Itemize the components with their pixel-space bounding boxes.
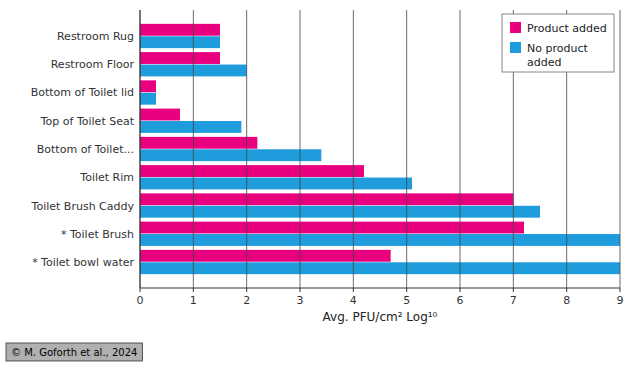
x-tick bbox=[566, 288, 567, 292]
grid-line bbox=[193, 10, 194, 288]
x-axis bbox=[140, 288, 620, 289]
legend-label-line: added bbox=[527, 56, 561, 69]
footnote: © M. Goforth et al., 2024 bbox=[6, 343, 142, 361]
grid-line bbox=[460, 10, 461, 288]
bar bbox=[140, 24, 220, 36]
bar bbox=[140, 178, 412, 190]
x-tick-label: 1 bbox=[190, 294, 197, 307]
x-tick bbox=[140, 288, 141, 292]
footnote-box bbox=[6, 343, 142, 361]
x-tick-label: 5 bbox=[403, 294, 410, 307]
bar bbox=[140, 52, 220, 64]
y-tick-label: Restroom Floor bbox=[51, 58, 135, 71]
x-tick-label: 2 bbox=[243, 294, 250, 307]
y-tick-label: Bottom of Toilet... bbox=[37, 143, 134, 156]
bar bbox=[140, 137, 257, 149]
grid bbox=[140, 10, 620, 288]
x-tick bbox=[193, 288, 194, 292]
legend-label: No productadded bbox=[527, 42, 588, 69]
y-tick-label: Restroom Rug bbox=[57, 30, 134, 43]
y-tick-label: * Toilet Brush bbox=[61, 228, 134, 241]
bar bbox=[140, 121, 241, 133]
bar bbox=[140, 193, 513, 205]
footnote-text: © M. Goforth et al., 2024 bbox=[11, 347, 137, 358]
grid-line bbox=[406, 10, 407, 288]
x-tick bbox=[460, 288, 461, 292]
grid-line bbox=[353, 10, 354, 288]
bar bbox=[140, 36, 220, 48]
bars bbox=[140, 24, 620, 274]
y-tick-label: Bottom of Toilet lid bbox=[31, 86, 134, 99]
y-axis bbox=[140, 10, 141, 288]
x-axis-label: Avg. PFU/cm² Log¹⁰ bbox=[323, 310, 438, 324]
legend-swatch bbox=[510, 22, 521, 33]
y-tick-label: Top of Toilet Seat bbox=[40, 115, 135, 128]
x-tick-label: 7 bbox=[510, 294, 517, 307]
x-tick bbox=[246, 288, 247, 292]
x-tick-label: 4 bbox=[350, 294, 357, 307]
x-tick bbox=[513, 288, 514, 292]
legend-label-line: No product bbox=[527, 42, 588, 55]
bar bbox=[140, 93, 156, 105]
x-tick-label: 8 bbox=[563, 294, 570, 307]
x-tick bbox=[406, 288, 407, 292]
x-tick-label: 0 bbox=[137, 294, 144, 307]
legend: Product added No productadded bbox=[502, 14, 614, 72]
bar bbox=[140, 109, 180, 121]
x-tick-label: 6 bbox=[457, 294, 464, 307]
chart: 0 1 2 3 4 5 6 7 8 9 * Toilet bowl water * Toilet Br… bbox=[0, 0, 634, 373]
bar bbox=[140, 222, 524, 234]
y-tick-label: Toilet Brush Caddy bbox=[31, 200, 135, 213]
x-tick bbox=[353, 288, 354, 292]
x-tick bbox=[620, 288, 621, 292]
y-tick-label: Toilet Rim bbox=[79, 171, 134, 184]
bar bbox=[140, 234, 620, 246]
grid-line bbox=[246, 10, 247, 288]
bar bbox=[140, 206, 540, 218]
y-tick-label: * Toilet bowl water bbox=[32, 256, 134, 269]
x-tick-label: 9 bbox=[617, 294, 624, 307]
bar bbox=[140, 262, 620, 274]
grid-line bbox=[620, 10, 621, 288]
legend-label-line: Product added bbox=[527, 22, 607, 35]
grid-line bbox=[300, 10, 301, 288]
legend-frame bbox=[502, 14, 614, 72]
legend-swatch bbox=[510, 42, 521, 53]
bar bbox=[140, 165, 364, 177]
grid-line bbox=[140, 10, 141, 288]
x-tick-label: 3 bbox=[297, 294, 304, 307]
bar bbox=[140, 149, 321, 161]
bar bbox=[140, 80, 156, 92]
legend-label: Product added bbox=[527, 22, 607, 35]
x-tick bbox=[300, 288, 301, 292]
